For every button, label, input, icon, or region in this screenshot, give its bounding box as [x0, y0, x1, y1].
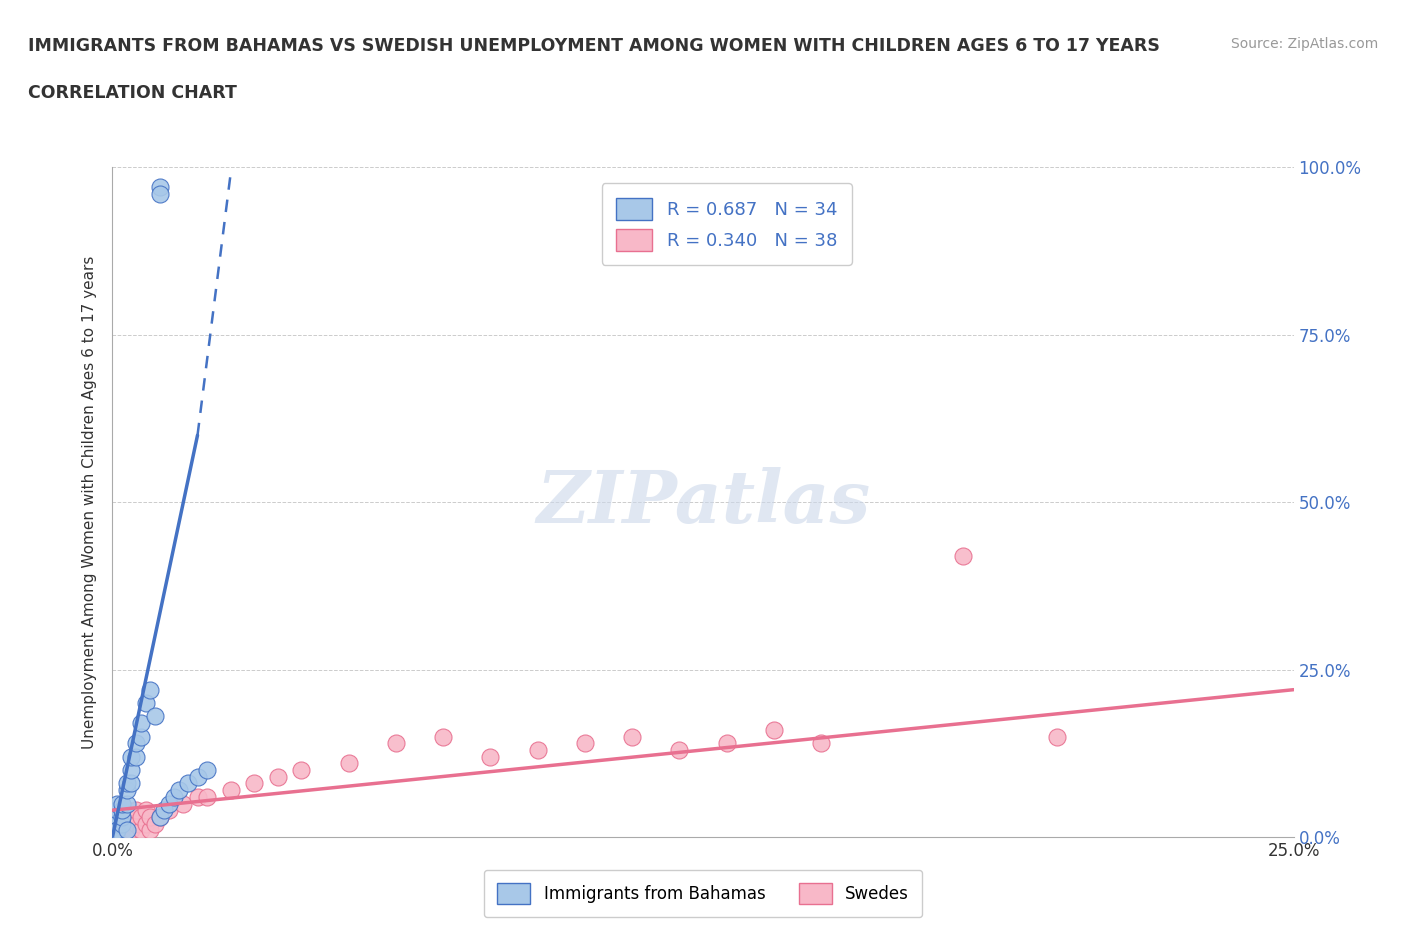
Point	[129, 823, 152, 838]
Point	[120, 823, 142, 838]
Legend: R = 0.687   N = 34, R = 0.340   N = 38: R = 0.687 N = 34, R = 0.340 N = 38	[602, 183, 852, 265]
Point	[105, 817, 128, 831]
Point	[111, 823, 134, 838]
Point	[135, 696, 157, 711]
Point	[139, 823, 162, 838]
Point	[129, 729, 152, 744]
Point	[115, 783, 138, 798]
Point	[762, 723, 785, 737]
Point	[111, 817, 134, 831]
Point	[157, 796, 180, 811]
Point	[120, 750, 142, 764]
Point	[115, 776, 138, 790]
Text: IMMIGRANTS FROM BAHAMAS VS SWEDISH UNEMPLOYMENT AMONG WOMEN WITH CHILDREN AGES 6: IMMIGRANTS FROM BAHAMAS VS SWEDISH UNEMP…	[28, 37, 1160, 55]
Point	[139, 809, 162, 824]
Point	[163, 790, 186, 804]
Point	[105, 803, 128, 817]
Point	[149, 809, 172, 824]
Point	[105, 809, 128, 824]
Point	[111, 796, 134, 811]
Point	[243, 776, 266, 790]
Point	[125, 817, 148, 831]
Point	[115, 817, 138, 831]
Text: CORRELATION CHART: CORRELATION CHART	[28, 84, 238, 101]
Point	[177, 776, 200, 790]
Point	[105, 796, 128, 811]
Point	[526, 742, 548, 757]
Point	[621, 729, 644, 744]
Point	[143, 709, 166, 724]
Point	[139, 683, 162, 698]
Point	[125, 750, 148, 764]
Point	[120, 776, 142, 790]
Point	[385, 736, 408, 751]
Point	[129, 809, 152, 824]
Point	[167, 783, 190, 798]
Point	[186, 769, 208, 784]
Point	[952, 549, 974, 564]
Point	[149, 180, 172, 195]
Point	[157, 803, 180, 817]
Point	[337, 756, 360, 771]
Point	[172, 796, 194, 811]
Point	[186, 790, 208, 804]
Point	[290, 763, 312, 777]
Point	[149, 809, 172, 824]
Y-axis label: Unemployment Among Women with Children Ages 6 to 17 years: Unemployment Among Women with Children A…	[82, 256, 97, 749]
Point	[149, 187, 172, 202]
Point	[111, 809, 134, 824]
Point	[479, 750, 502, 764]
Point	[668, 742, 690, 757]
Point	[111, 809, 134, 824]
Point	[111, 803, 134, 817]
Point	[810, 736, 832, 751]
Point	[120, 763, 142, 777]
Text: Source: ZipAtlas.com: Source: ZipAtlas.com	[1230, 37, 1378, 51]
Point	[195, 790, 218, 804]
Point	[135, 817, 157, 831]
Point	[125, 736, 148, 751]
Point	[716, 736, 738, 751]
Point	[105, 823, 128, 838]
Point	[115, 796, 138, 811]
Point	[115, 823, 138, 838]
Point	[153, 803, 176, 817]
Point	[267, 769, 290, 784]
Text: ZIPatlas: ZIPatlas	[536, 467, 870, 538]
Point	[135, 803, 157, 817]
Point	[574, 736, 596, 751]
Legend: Immigrants from Bahamas, Swedes: Immigrants from Bahamas, Swedes	[484, 870, 922, 917]
Point	[1046, 729, 1069, 744]
Point	[105, 823, 128, 838]
Point	[105, 817, 128, 831]
Point	[143, 817, 166, 831]
Point	[219, 783, 242, 798]
Point	[129, 716, 152, 731]
Point	[195, 763, 218, 777]
Point	[432, 729, 454, 744]
Point	[125, 803, 148, 817]
Point	[120, 809, 142, 824]
Point	[115, 803, 138, 817]
